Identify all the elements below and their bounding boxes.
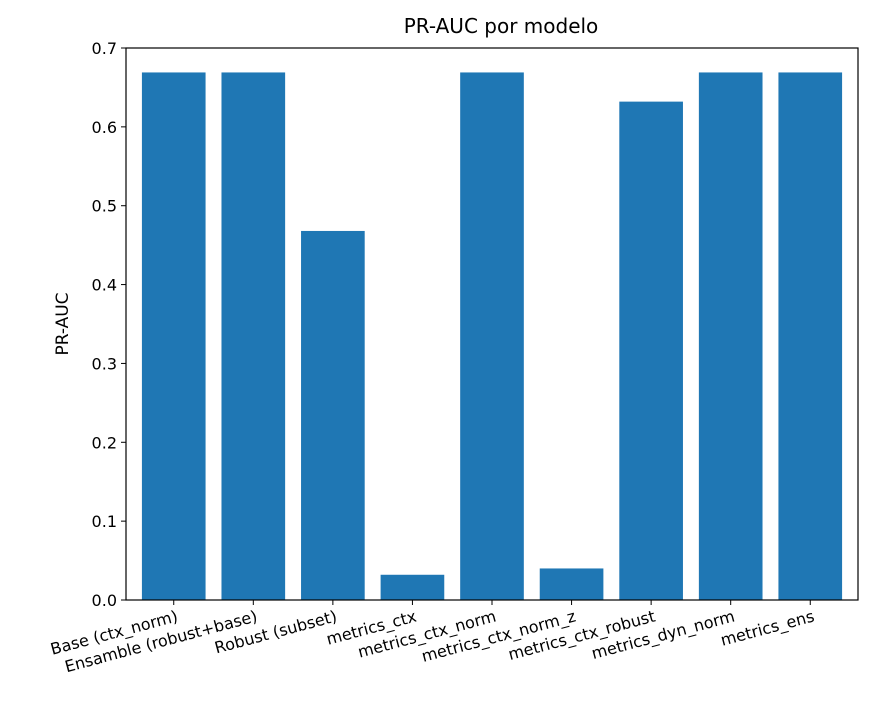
bar — [380, 574, 445, 600]
bar — [221, 72, 286, 600]
bars-group — [141, 72, 843, 600]
y-tick-label: 0.0 — [92, 591, 117, 610]
y-tick-label: 0.4 — [92, 276, 117, 295]
bar — [698, 72, 763, 600]
plot-frame — [125, 47, 859, 601]
bar — [539, 568, 604, 600]
y-tick-label: 0.2 — [92, 433, 117, 452]
bar — [778, 72, 843, 600]
y-tick-label: 0.6 — [92, 118, 117, 137]
y-axis-label: PR-AUC — [53, 292, 73, 355]
y-tick-label: 0.3 — [92, 354, 117, 373]
y-tick-label: 0.7 — [92, 39, 117, 58]
chart-title: PR-AUC por modelo — [404, 14, 599, 38]
bar — [301, 230, 365, 600]
y-axis: 0.0 0.1 0.2 0.3 0.4 0.5 0.6 0.7 — [92, 39, 126, 610]
y-tick-label: 0.5 — [92, 197, 117, 216]
y-tick-label: 0.1 — [92, 512, 117, 531]
bar — [141, 72, 206, 600]
x-axis: Base (ctx_norm)Ensamble (robust+base)Rob… — [48, 600, 817, 676]
bar — [460, 72, 524, 600]
bar — [619, 101, 683, 600]
